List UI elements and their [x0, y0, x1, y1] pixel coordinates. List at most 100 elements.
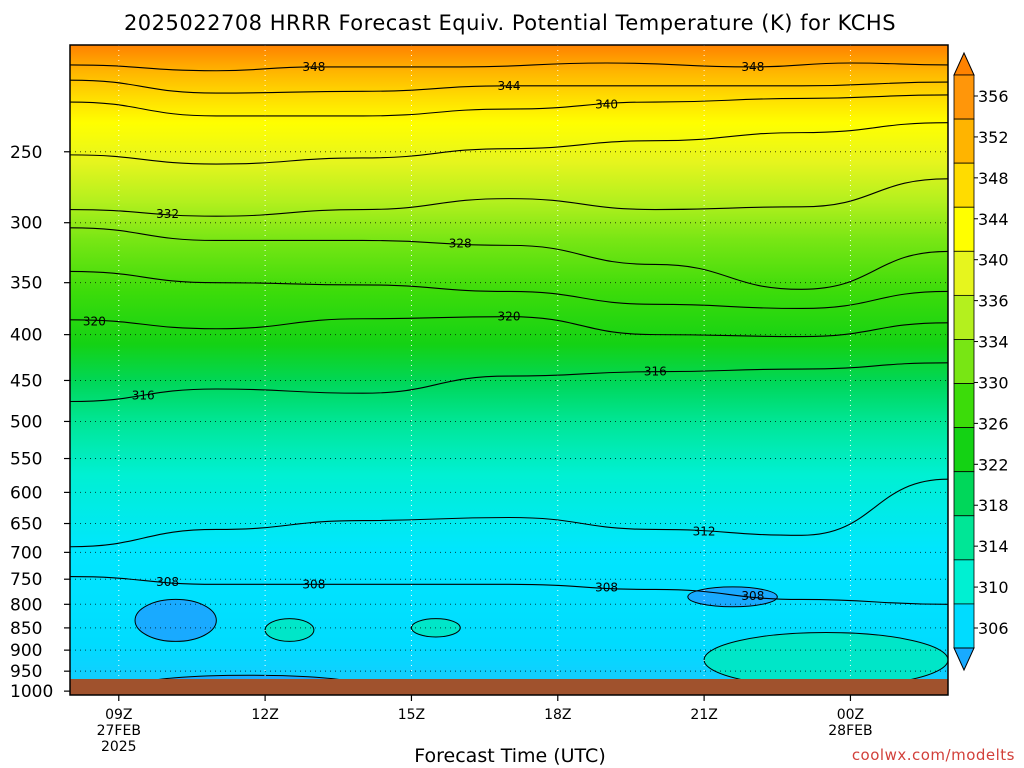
- contour-line-328: [69, 227, 949, 290]
- contour-line-324: [69, 270, 949, 310]
- contour-label: 332: [156, 207, 179, 221]
- colorbar-swatch: [953, 471, 975, 517]
- contour-label-text: 328: [449, 237, 472, 251]
- contour-label: 308: [302, 577, 325, 591]
- y-tick-label: 900: [10, 641, 42, 661]
- x-tick-label: 15Z: [398, 707, 425, 723]
- contour-label: 340: [595, 97, 618, 111]
- y-tick-label: 800: [10, 595, 42, 615]
- credit-text: coolwx.com/modelts: [852, 746, 1015, 764]
- colorbar-swatch: [953, 294, 975, 340]
- colorbar-label: 310: [978, 578, 1009, 597]
- colorbar-swatch: [953, 603, 975, 649]
- contour-line-320: [69, 316, 949, 338]
- contour-label: 320: [498, 310, 521, 324]
- contour-label-text: 320: [498, 310, 521, 324]
- contour-label-text: 348: [741, 60, 764, 74]
- contour-label-text: 320: [83, 314, 106, 328]
- grid-lines: [70, 45, 948, 695]
- colorbar-swatch: [953, 162, 975, 208]
- colorbar-max-arrow: [953, 51, 975, 76]
- contour-label-text: 308: [302, 577, 325, 591]
- colorbar-label: 344: [978, 210, 1009, 229]
- y-tick-label: 500: [10, 412, 42, 432]
- contour-label: 316: [644, 365, 667, 379]
- colorbar-label: 306: [978, 619, 1009, 638]
- y-tick-label: 250: [10, 143, 42, 163]
- contour-line-348: [69, 62, 949, 72]
- contour-label-text: 308: [156, 575, 179, 589]
- contour-line-332: [69, 178, 949, 217]
- contour-label-text: 340: [595, 97, 618, 111]
- ground-strip: [70, 679, 948, 695]
- y-tick-label: 850: [10, 619, 42, 639]
- colorbar-swatch: [953, 383, 975, 429]
- contour-lines: [69, 62, 949, 605]
- colorbar-label: 352: [978, 128, 1009, 147]
- contour-label: 328: [449, 237, 472, 251]
- colorbar-label: 336: [978, 292, 1009, 311]
- contour-labels: 348 348 344 340 332 328 320 320 316 316 312 308 308 3…: [83, 60, 764, 603]
- colorbar-label: 330: [978, 373, 1009, 392]
- contour-label-text: 332: [156, 207, 179, 221]
- contour-line-312: [69, 478, 949, 548]
- colorbar-label: 356: [978, 87, 1009, 106]
- x-tick-label: 00Z: [837, 707, 864, 723]
- contour-label: 308: [595, 581, 618, 595]
- y-tick-label: 450: [10, 371, 42, 391]
- x-tick-label: 12Z: [251, 707, 278, 723]
- contour-label: 312: [693, 524, 716, 538]
- y-tick-label: 400: [10, 326, 42, 346]
- contour-label-text: 308: [741, 589, 764, 603]
- y-tick-label: 300: [10, 214, 42, 234]
- colorbar-label: 314: [978, 537, 1009, 556]
- y-tick-label: 550: [10, 450, 42, 470]
- y-tick-label: 750: [10, 570, 42, 590]
- colorbar-swatch: [953, 559, 975, 605]
- contour-label-text: 316: [644, 365, 667, 379]
- contour-line-316: [69, 362, 949, 403]
- contour-line-336: [69, 122, 949, 165]
- x-tick-label: 2025: [101, 739, 137, 755]
- x-axis-label: Forecast Time (UTC): [414, 745, 605, 767]
- x-tick-label: 21Z: [690, 707, 717, 723]
- y-tick-label: 350: [10, 274, 42, 294]
- contour-label: 316: [132, 388, 155, 402]
- colorbar-label: 348: [978, 169, 1009, 188]
- y-tick-label: 1000: [10, 682, 53, 702]
- plot-background: [70, 45, 948, 695]
- y-tick-label: 700: [10, 543, 42, 563]
- y-tick-label: 950: [10, 662, 42, 682]
- y-tick-label: 600: [10, 483, 42, 503]
- x-tick-label: 18Z: [544, 707, 571, 723]
- low-level-pocket: [264, 618, 315, 642]
- contour-label: 344: [498, 79, 521, 93]
- x-tick-label: 09Z: [105, 707, 132, 723]
- chart-title: 2025022708 HRRR Forecast Equiv. Potentia…: [124, 11, 896, 35]
- contour-label-text: 344: [498, 79, 521, 93]
- colorbar-swatch: [953, 206, 975, 252]
- colorbar: 306 310 314 318 322 326 330 334 336 340 344 348 352 3…: [953, 51, 1009, 672]
- colorbar-swatch: [953, 118, 975, 164]
- contour-label: 320: [83, 314, 106, 328]
- colorbar-min-arrow: [953, 647, 975, 672]
- contour-label: 308: [156, 575, 179, 589]
- x-tick-label: 28FEB: [828, 723, 872, 739]
- colorbar-swatch: [953, 339, 975, 384]
- y-axis-ticks: 2503003504004505005506006507007508008509…: [10, 143, 70, 702]
- contour-label-text: 308: [595, 581, 618, 595]
- colorbar-swatch: [953, 427, 975, 473]
- y-tick-label: 650: [10, 515, 42, 535]
- plot-frame: [69, 44, 949, 696]
- contour-line-340: [69, 94, 949, 117]
- x-tick-label: 27FEB: [97, 723, 141, 739]
- contour-label: 348: [302, 60, 325, 74]
- contour-label: 308: [741, 589, 764, 603]
- colorbar-label: 318: [978, 496, 1009, 515]
- colorbar-swatch: [953, 515, 975, 561]
- colorbar-label: 326: [978, 414, 1009, 433]
- colorbar-label: 340: [978, 251, 1009, 270]
- low-level-pocket: [134, 598, 217, 642]
